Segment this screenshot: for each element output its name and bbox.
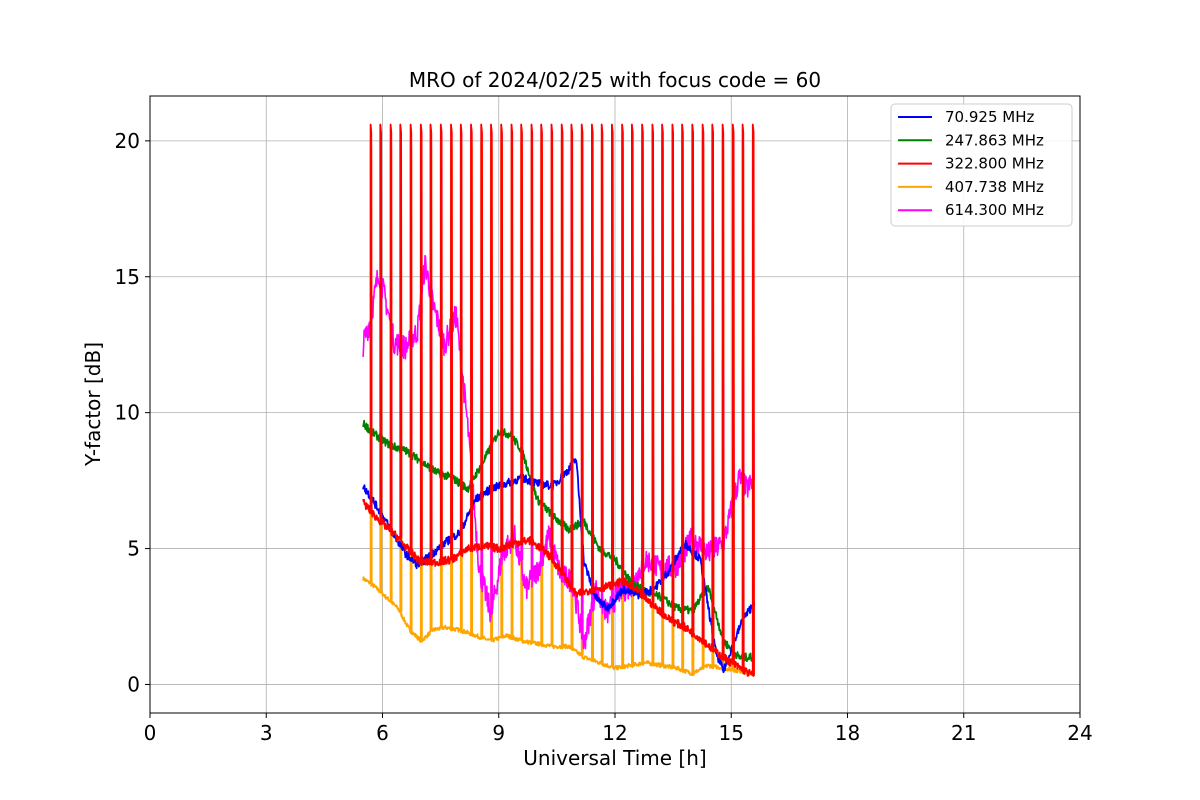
x-tick-label: 9 <box>492 721 505 745</box>
y-tick-label: 15 <box>115 265 140 289</box>
y-tick-label: 5 <box>127 537 140 561</box>
legend-box <box>890 103 1073 227</box>
series-line <box>362 139 756 676</box>
x-tick-label: 0 <box>144 721 157 745</box>
x-tick-label: 18 <box>835 721 860 745</box>
series-line <box>362 123 756 677</box>
series-line <box>362 458 756 674</box>
x-tick-label: 21 <box>951 721 976 745</box>
legend-label: 614.300 MHz <box>945 201 1044 219</box>
y-tick-label: 20 <box>115 129 140 153</box>
y-tick-label: 10 <box>115 401 140 425</box>
legend-label: 247.863 MHz <box>945 131 1044 149</box>
series-line <box>362 419 756 662</box>
y-tick-label: 0 <box>127 672 140 696</box>
legend-label: 322.800 MHz <box>945 155 1044 173</box>
x-tick-label: 24 <box>1067 721 1092 745</box>
x-axis-label: Universal Time [h] <box>523 746 706 770</box>
x-tick-label: 3 <box>260 721 273 745</box>
y-axis-label: Y-factor [dB] <box>81 342 105 467</box>
legend-label: 407.738 MHz <box>945 178 1044 196</box>
axes: 0 3 6 9 12 15 18 21 24 0 5 10 15 20 <box>115 129 1093 745</box>
x-tick-label: 12 <box>602 721 627 745</box>
plot-area <box>362 123 756 677</box>
x-tick-label: 6 <box>376 721 389 745</box>
chart-title: MRO of 2024/02/25 with focus code = 60 <box>409 68 821 92</box>
legend: 70.925 MHz 247.863 MHz 322.800 MHz 407.738 … <box>890 103 1073 227</box>
legend-label: 70.925 MHz <box>945 108 1034 126</box>
x-tick-label: 15 <box>719 721 744 745</box>
